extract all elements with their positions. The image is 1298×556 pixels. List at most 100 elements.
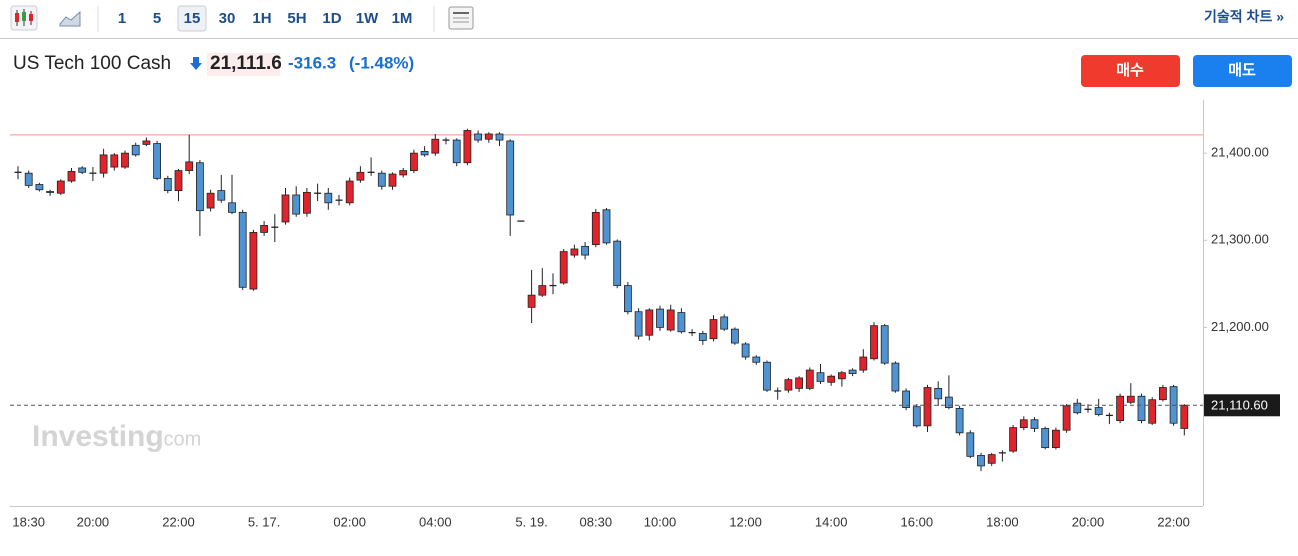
- candle-body: [356, 171, 365, 181]
- icon-part: [22, 12, 26, 21]
- candle-body: [484, 133, 493, 140]
- candle-body: [902, 390, 910, 408]
- candle-body: [506, 140, 515, 216]
- candle-body: [816, 372, 825, 382]
- candle-body: [1159, 387, 1167, 401]
- candle-body: [634, 311, 643, 337]
- interval[interactable]: 1W: [356, 10, 379, 27]
- candle-body: [591, 211, 600, 246]
- candle-body: [955, 408, 964, 434]
- candle-body: [217, 190, 226, 201]
- candle-body: [260, 225, 269, 233]
- candle-body: [880, 325, 889, 364]
- candle-body: [645, 309, 654, 336]
- x-tick-label: 20:00: [77, 514, 110, 529]
- interval[interactable]: 1M: [392, 10, 413, 27]
- y-tick-label: 21,300.00: [1211, 232, 1269, 247]
- candle-body: [666, 309, 675, 331]
- candle-body: [870, 325, 878, 360]
- candle-body: [945, 396, 953, 408]
- quote: US Tech 100 Cash 21,111.6 -316.3 (-1.48%…: [13, 53, 1292, 87]
- buy-label[interactable]: 매수: [1116, 62, 1144, 79]
- sell-button[interactable]: [1193, 55, 1292, 87]
- x-tick-label: 14:00: [815, 514, 848, 529]
- candle-body: [763, 361, 771, 391]
- x-tick-label: 04:00: [419, 514, 452, 529]
- x-tick-label: 20:00: [1072, 514, 1105, 529]
- candle-body: [581, 245, 589, 256]
- watermark: Investing .com: [32, 420, 201, 453]
- candle-body: [538, 285, 547, 296]
- candle-body: [195, 162, 204, 212]
- interval[interactable]: 1D: [322, 10, 341, 27]
- interval[interactable]: 1H: [252, 10, 271, 27]
- x-tick-label: 18:00: [986, 514, 1019, 529]
- candle-body: [934, 387, 943, 400]
- candle-body: [741, 343, 750, 358]
- candle-body: [206, 192, 215, 209]
- candle-body: [388, 173, 397, 187]
- area-icon[interactable]: [59, 10, 81, 27]
- icon-part: [29, 14, 33, 21]
- change: -316.3: [288, 53, 336, 72]
- candle-body: [698, 333, 707, 341]
- candle-body: [24, 172, 33, 186]
- candle-body: [656, 308, 664, 328]
- candle-body: [142, 140, 151, 145]
- interval[interactable]: 15: [184, 10, 201, 27]
- candle-body: [731, 328, 739, 344]
- candle-body: [452, 139, 461, 164]
- candle-body: [249, 232, 258, 290]
- toolbar: 1 5 15 30 1H 5H 1D 1W 1M 기술적 차트 »: [0, 5, 1298, 39]
- candle-body: [46, 191, 54, 193]
- candle-body: [624, 285, 632, 313]
- candle-body: [345, 180, 354, 204]
- x-tick-label: 16:00: [901, 514, 934, 529]
- x-tick-label: 02:00: [333, 514, 366, 529]
- candle-body: [912, 406, 921, 427]
- last-price-label: 21,110.60: [1211, 398, 1268, 413]
- sell-label[interactable]: 매도: [1228, 62, 1256, 79]
- candle-body: [495, 133, 504, 141]
- candle-body: [527, 294, 536, 308]
- x-tick-label: 12:00: [729, 514, 762, 529]
- interval[interactable]: 5: [153, 10, 161, 27]
- candle-body: [966, 432, 975, 457]
- change-percent: (-1.48%): [349, 53, 414, 72]
- interval[interactable]: 30: [219, 10, 236, 27]
- candle-body: [121, 152, 129, 168]
- candle-body: [1137, 395, 1146, 422]
- candle-body: [859, 356, 868, 371]
- x-tick-label: 5. 19.: [515, 514, 548, 529]
- candle-body: [1019, 419, 1028, 428]
- candle-body: [987, 454, 996, 464]
- technical-chart-link[interactable]: 기술적 차트 »: [1204, 9, 1284, 25]
- y-tick-label: 21,400.00: [1211, 145, 1269, 160]
- candle-body: [784, 379, 793, 391]
- candle-body: [677, 312, 686, 333]
- down-arrow: [190, 57, 202, 70]
- candle-body: [281, 194, 290, 223]
- candle-body: [324, 192, 333, 204]
- buy-button[interactable]: [1081, 55, 1180, 87]
- candle-body: [805, 369, 814, 389]
- candle-body: [559, 251, 568, 284]
- candle-body: [35, 184, 44, 191]
- watermark-brand: Investing: [32, 420, 164, 453]
- candle-body: [431, 138, 440, 154]
- candle-body: [1041, 428, 1050, 449]
- candle-body: [720, 316, 729, 330]
- x-tick-label: 18:30: [12, 514, 45, 529]
- candle-body: [1180, 404, 1189, 429]
- interval[interactable]: 5H: [287, 10, 306, 27]
- candle-body: [174, 170, 183, 192]
- candle-body: [795, 377, 803, 389]
- candle-body: [228, 202, 236, 213]
- candle-body: [131, 144, 140, 156]
- candle-body: [110, 154, 119, 168]
- candle-body: [399, 170, 408, 176]
- interval[interactable]: 1: [118, 10, 126, 27]
- x-tick-label: 08:30: [580, 514, 613, 529]
